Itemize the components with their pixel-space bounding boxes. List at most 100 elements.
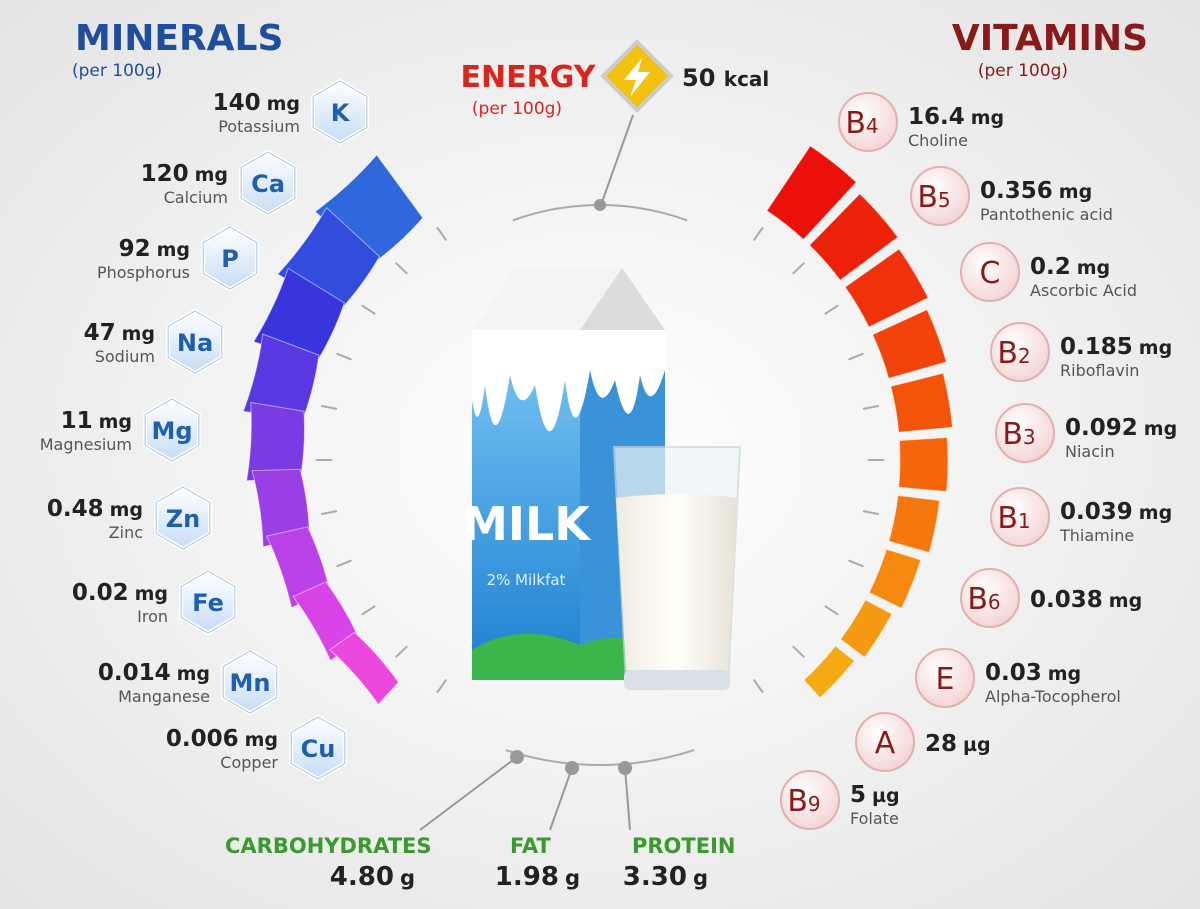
amount: 0.006 [166, 726, 239, 752]
dial-dot [565, 761, 579, 775]
vitamin-symbol: B3 [1002, 417, 1035, 452]
mineral-hexagon-border [202, 226, 258, 290]
carton-label: MILK [462, 497, 592, 551]
unit: µg [963, 734, 991, 756]
mineral-amount: 0.48 mg [47, 496, 143, 522]
vitamin-symbol: C [980, 256, 1001, 291]
mineral-hexagon-border [222, 650, 278, 714]
carton-sublabel: 2% Milkfat [487, 571, 566, 589]
unit: g [400, 866, 415, 890]
symbol: B [967, 582, 988, 617]
amount: 120 [141, 161, 189, 187]
mineral-symbol: Mg [151, 417, 192, 445]
mineral-symbol: K [331, 99, 351, 127]
mineral-amount: 92 mg [119, 236, 190, 262]
dial-arc [505, 749, 695, 766]
subscript: 4 [866, 114, 879, 138]
unit: mg [99, 411, 132, 433]
arc-bar [839, 599, 893, 658]
minerals-title: MINERALS [75, 18, 283, 59]
vitamins-subtitle: (per 100g) [978, 61, 1068, 81]
mineral-amount: 0.006 mg [166, 726, 278, 752]
vitamin-circle [960, 568, 1020, 628]
milk-carton: MILK 2% Milkfat [462, 268, 665, 680]
vitamin-circle [995, 403, 1055, 463]
milk-glass [612, 446, 742, 690]
amount: 1.98 [495, 862, 559, 892]
symbol: E [936, 662, 955, 697]
energy-value: 50 kcal [682, 64, 769, 92]
macro-name: CARBOHYDRATES [225, 834, 432, 858]
vitamin-amount: 28 µg [925, 731, 991, 757]
unit: mg [1077, 257, 1110, 279]
unit: g [565, 866, 580, 890]
vitamin-name: Folate [850, 809, 899, 828]
vitamin-amount: 0.03 mg [985, 660, 1081, 686]
mineral-hexagon-border [180, 570, 236, 634]
energy-subtitle: (per 100g) [472, 99, 562, 119]
mineral-symbol: P [221, 245, 239, 273]
amount: 0.48 [47, 496, 104, 522]
arc-bar [242, 333, 320, 421]
unit: mg [1048, 663, 1081, 685]
dial-dot [618, 761, 632, 775]
arc-bar [871, 308, 948, 379]
mineral-hexagon-border [167, 310, 223, 374]
amount: 3.30 [623, 862, 687, 892]
mineral-name: Calcium [164, 188, 228, 207]
amount: 47 [84, 320, 116, 346]
vitamin-amount: 0.185 mg [1060, 334, 1172, 360]
vitamin-circle [960, 242, 1020, 302]
vitamin-amount: 0.092 mg [1065, 415, 1177, 441]
dial-tick [862, 404, 879, 410]
vitamin-amount: 16.4 mg [908, 104, 1004, 130]
amount: 0.185 [1060, 334, 1133, 360]
amount: 11 [61, 408, 93, 434]
vitamin-amount: 0.039 mg [1060, 499, 1172, 525]
unit: mg [1139, 337, 1172, 359]
dial-dot [594, 199, 606, 211]
mineral-name: Magnesium [40, 435, 132, 454]
energy-icon [600, 39, 674, 206]
arc-bar [890, 372, 954, 433]
subscript: 3 [1023, 425, 1036, 449]
subscript: 9 [808, 792, 821, 816]
mineral-symbol: Mn [230, 669, 271, 697]
unit: mg [195, 164, 228, 186]
arc-bar [246, 401, 305, 482]
vitamin-circle [990, 487, 1050, 547]
vitamin-name: Thiamine [1059, 526, 1134, 545]
mineral-amount: 120 mg [141, 161, 228, 187]
mineral-symbol: Fe [192, 589, 224, 617]
mineral-amount: 0.02 mg [72, 580, 168, 606]
dial-dot [510, 750, 524, 764]
unit: mg [157, 239, 190, 261]
dial-tick [792, 645, 805, 659]
unit: mg [122, 323, 155, 345]
amount: 4.80 [330, 862, 394, 892]
mineral-hexagon-border [312, 80, 368, 144]
vitamin-name: Ascorbic Acid [1030, 281, 1137, 300]
dial-tick [361, 605, 376, 616]
dial-tick [436, 678, 448, 694]
arc-bar [898, 437, 949, 493]
vitamin-circle [855, 712, 915, 772]
vitamins-title: VITAMINS [952, 18, 1148, 59]
symbol: B [787, 784, 808, 819]
arc-bar [888, 494, 941, 554]
dial-tick [321, 404, 338, 410]
unit: g [693, 866, 708, 890]
dial-tick [395, 645, 408, 659]
symbol: B [997, 501, 1018, 536]
connector [624, 767, 631, 831]
vitamin-symbol: B2 [997, 336, 1030, 371]
symbol: B [1002, 417, 1023, 452]
unit: mg [110, 499, 143, 521]
dial-tick [848, 559, 864, 568]
dial-tick [752, 678, 764, 694]
amount: 5 [850, 782, 866, 808]
mineral-name: Phosphorus [97, 263, 190, 282]
amount: 28 [925, 731, 957, 757]
